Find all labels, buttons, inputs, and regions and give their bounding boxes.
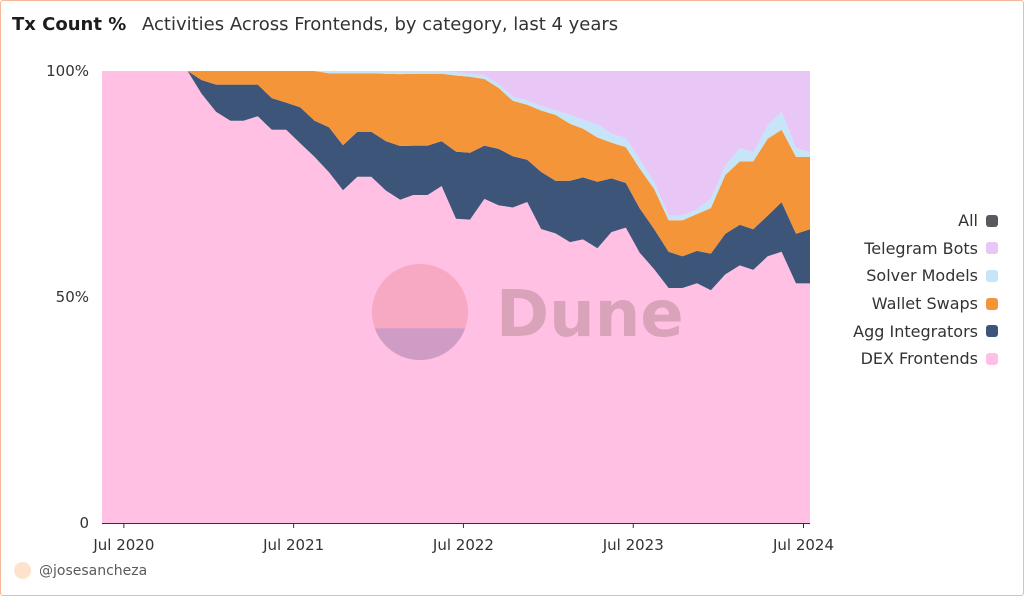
author-avatar bbox=[14, 562, 31, 579]
x-tick-label: Jul 2021 bbox=[262, 536, 324, 554]
legend-label: Telegram Bots bbox=[864, 238, 978, 258]
dune-logo-shade bbox=[374, 328, 466, 361]
chart-header: Tx Count % Activities Across Frontends, … bbox=[12, 14, 618, 35]
legend-item[interactable]: Agg Integrators bbox=[820, 317, 998, 345]
legend-item[interactable]: Solver Models bbox=[820, 262, 998, 290]
legend-item[interactable]: All bbox=[820, 207, 998, 235]
chart-title: Tx Count % bbox=[12, 14, 127, 35]
legend-swatch bbox=[986, 242, 998, 255]
y-tick-label: 50% bbox=[56, 288, 89, 306]
legend-item[interactable]: Wallet Swaps bbox=[820, 290, 998, 318]
legend-swatch bbox=[986, 297, 998, 310]
legend-swatch bbox=[986, 352, 998, 365]
area-telegram-bots[interactable] bbox=[102, 71, 810, 216]
legend-swatch bbox=[986, 214, 998, 227]
legend-swatch bbox=[986, 325, 998, 338]
legend-swatch bbox=[986, 269, 998, 282]
author-handle[interactable]: @josesancheza bbox=[39, 562, 148, 579]
y-tick-label: 100% bbox=[46, 62, 89, 80]
x-tick-label: Jul 2024 bbox=[772, 536, 834, 554]
legend-label: Agg Integrators bbox=[853, 321, 978, 341]
legend-label: All bbox=[958, 211, 978, 231]
chart-subtitle: Activities Across Frontends, by category… bbox=[142, 14, 619, 35]
dune-watermark-text: Dune bbox=[496, 278, 684, 352]
dune-watermark: Dune bbox=[372, 264, 684, 361]
chart-legend: All Telegram Bots Solver Models Wallet Swap… bbox=[820, 207, 998, 373]
x-tick-label: Jul 2023 bbox=[602, 536, 664, 554]
legend-label: Solver Models bbox=[866, 266, 978, 286]
y-tick-label: 0 bbox=[79, 514, 89, 532]
legend-item[interactable]: DEX Frontends bbox=[820, 345, 998, 373]
axes: 0 50% 100% Jul 2020 Jul 2021 Jul 2022 Jul 2023… bbox=[46, 62, 834, 554]
x-tick-label: Jul 2022 bbox=[432, 536, 494, 554]
x-tick-label: Jul 2020 bbox=[92, 536, 154, 554]
legend-label: Wallet Swaps bbox=[871, 294, 978, 314]
area-wallet-swaps[interactable] bbox=[102, 71, 810, 257]
legend-item[interactable]: Telegram Bots bbox=[820, 235, 998, 263]
legend-label: DEX Frontends bbox=[860, 349, 978, 369]
area-agg-integrators[interactable] bbox=[102, 71, 810, 291]
chart-footer: @josesancheza bbox=[14, 562, 147, 579]
